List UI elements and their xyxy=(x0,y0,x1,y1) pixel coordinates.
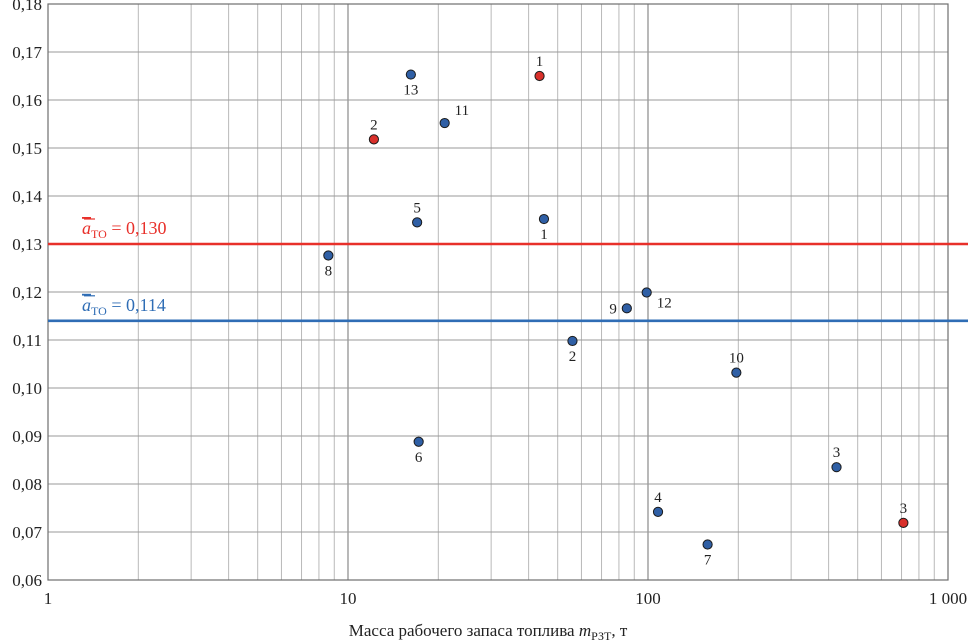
blue-point-6 xyxy=(413,436,424,447)
red-point-1 xyxy=(534,70,545,82)
blue-point-1 xyxy=(538,213,550,225)
y-tick-label: 0,16 xyxy=(12,91,42,110)
plot-frame xyxy=(47,3,949,581)
y-tick-label: 0,09 xyxy=(12,427,42,446)
reference-line-label: aТО = 0,114 xyxy=(82,295,166,318)
plot-border xyxy=(47,3,949,581)
blue-point-10 xyxy=(731,367,742,378)
reference-value: = 0,114 xyxy=(107,295,166,315)
blue-point-7 xyxy=(702,539,713,550)
x-axis-title-symbol: m xyxy=(579,621,591,640)
x-axis-title: Масса рабочего запаса топлива mРЗТ, т xyxy=(349,621,628,643)
blue-point-12 xyxy=(641,287,652,298)
tick-labels: 0,18 0,17 0,16 0,15 0,14 0,13 0,12 0,11 0,10 0,09… xyxy=(12,0,967,608)
x-axis-title-unit: , т xyxy=(611,621,628,640)
blue-point-5 xyxy=(412,217,423,228)
red-point-label: 1 xyxy=(536,54,544,70)
reference-symbol: a xyxy=(82,218,91,238)
y-tick-label: 0,10 xyxy=(12,379,42,398)
x-tick-label: 1 000 xyxy=(929,589,967,608)
blue-point-label: 8 xyxy=(325,264,333,280)
x-axis-title-main: Масса рабочего запаса топлива xyxy=(349,621,579,640)
blue-point-3 xyxy=(831,462,842,473)
blue-point-13 xyxy=(405,69,416,80)
blue-point-label: 5 xyxy=(413,200,421,216)
y-tick-label: 0,11 xyxy=(13,331,42,350)
blue-point-4 xyxy=(652,506,664,517)
y-tick-label: 0,07 xyxy=(12,523,42,542)
x-axis-title-subscript: РЗТ xyxy=(591,629,612,643)
y-tick-label: 0,12 xyxy=(12,283,42,302)
reference-subscript: ТО xyxy=(91,227,107,241)
x-tick-label: 100 xyxy=(635,589,661,608)
blue-point-label: 11 xyxy=(455,103,469,119)
y-tick-label: 0,18 xyxy=(12,0,42,14)
x-tick-label: 10 xyxy=(340,589,357,608)
y-tick-label: 0,06 xyxy=(12,571,42,590)
blue-point-label: 12 xyxy=(657,295,672,311)
reference-value: = 0,130 xyxy=(107,218,167,238)
blue-point-label: 10 xyxy=(729,351,744,367)
y-tick-label: 0,17 xyxy=(12,43,42,62)
grid-lines xyxy=(48,4,948,580)
y-tick-label: 0,14 xyxy=(12,187,42,206)
blue-point-label: 6 xyxy=(415,450,423,466)
reference-line-label: aТО = 0,130 xyxy=(82,218,167,241)
blue-point-2 xyxy=(567,335,578,347)
y-tick-label: 0,08 xyxy=(12,475,42,494)
blue-point-label: 3 xyxy=(833,445,841,461)
blue-point-9 xyxy=(621,303,632,314)
reference-symbol: a xyxy=(82,295,91,315)
blue-point-8 xyxy=(323,250,334,261)
y-tick-label: 0,13 xyxy=(12,235,42,254)
blue-point-label: 7 xyxy=(704,552,712,568)
blue-point-label: 2 xyxy=(569,349,577,365)
blue-point-label: 4 xyxy=(654,490,662,506)
blue-point-11 xyxy=(439,117,450,129)
red-point-2 xyxy=(368,134,380,145)
blue-point-label: 13 xyxy=(403,83,418,99)
blue-point-label: 9 xyxy=(609,301,617,317)
red-point-label: 3 xyxy=(900,501,908,517)
y-tick-label: 0,15 xyxy=(12,139,42,158)
x-tick-label: 1 xyxy=(44,589,53,608)
red-point-label: 2 xyxy=(370,117,378,133)
reference-subscript: ТО xyxy=(91,304,107,318)
blue-point-label: 1 xyxy=(540,227,548,243)
red-point-3 xyxy=(898,517,909,528)
